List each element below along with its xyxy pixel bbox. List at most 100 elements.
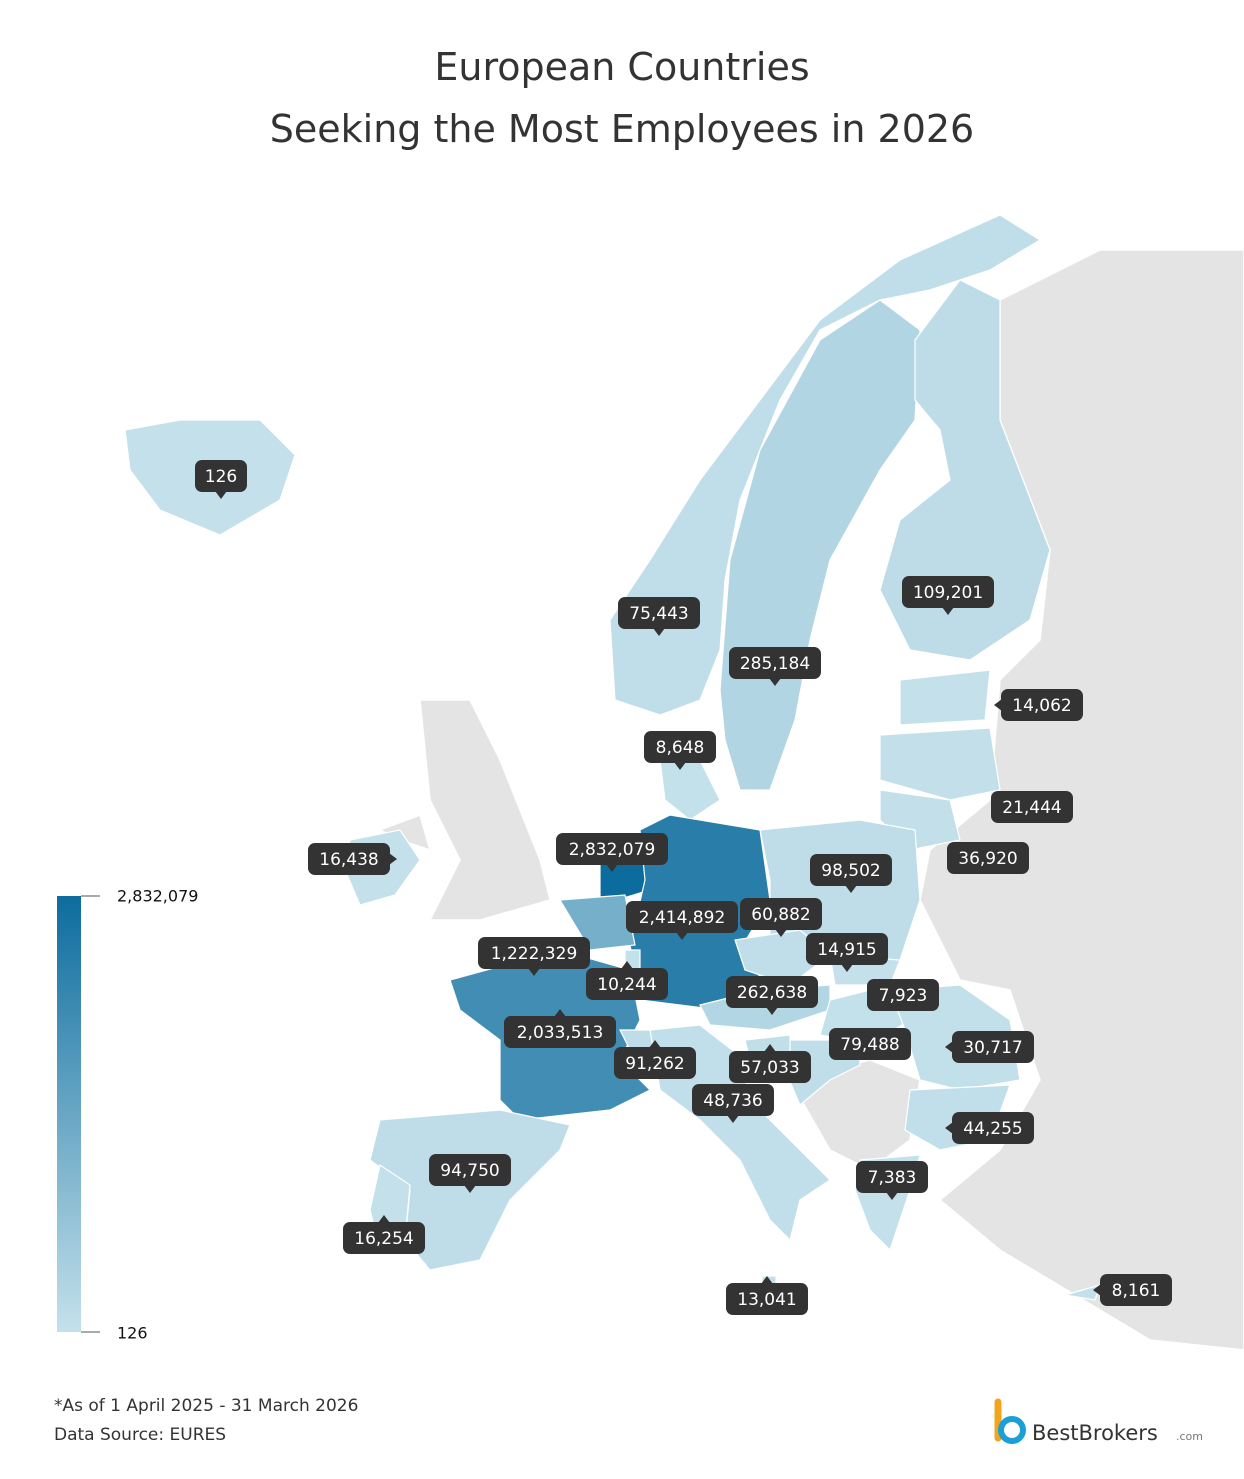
footnote: *As of 1 April 2025 - 31 March 2026 [54,1396,358,1416]
label-text: 30,717 [963,1038,1022,1058]
pointer [769,678,781,686]
label-text: 10,244 [597,975,656,995]
value-label: 79,488 [829,1028,911,1060]
value-label: 2,033,513 [504,1009,616,1048]
pointer [942,607,954,615]
label-box [726,976,818,1008]
label-text: 60,882 [751,905,810,925]
value-label: 2,832,079 [556,833,668,872]
legend-max: 2,832,079 [117,887,198,906]
value-label: 91,262 [614,1040,696,1079]
value-label: 8,648 [644,731,716,770]
label-text: 2,832,079 [569,840,656,860]
label-box [856,1161,928,1193]
brand-suffix: .com [1176,1430,1203,1443]
country [659,759,721,821]
value-label: 1,222,329 [478,937,590,976]
brand-logo [994,1398,1026,1444]
label-box [902,576,994,608]
pointer [378,1215,390,1223]
label-text: 79,488 [840,1035,899,1055]
pointer [674,762,686,770]
label-text: 13,041 [737,1290,796,1310]
label-text: 7,923 [879,986,928,1006]
label-box [729,647,821,679]
label-box [829,1028,911,1060]
label-text: 285,184 [740,654,810,674]
pointer [945,1041,953,1053]
label-box [729,1051,811,1083]
value-label: 98,502 [810,854,892,893]
value-label: 36,920 [947,842,1029,874]
label-text: 16,438 [319,850,378,870]
label-text: 94,750 [440,1161,499,1181]
value-label: 2,414,892 [626,901,738,940]
label-box [692,1084,774,1116]
label-box [429,1154,511,1186]
value-label: 8,161 [1093,1274,1172,1306]
pointer [845,885,857,893]
country [879,279,1051,661]
label-text: 57,033 [740,1058,799,1078]
label-box [952,1112,1034,1144]
value-label: 30,717 [945,1031,1034,1063]
value-label: 7,923 [867,979,939,1011]
pointer [727,1115,739,1123]
label-box [586,968,668,1000]
label-text: 8,648 [656,738,705,758]
value-label: 21,444 [991,791,1073,823]
label-box [726,1283,808,1315]
label-text: 91,262 [625,1054,684,1074]
label-text: 48,736 [703,1091,762,1111]
country [719,299,921,791]
label-text: 109,201 [913,583,983,603]
pointer [389,853,397,865]
value-label: 126 [195,460,247,499]
label-box [806,933,888,965]
label-text: 36,920 [958,849,1017,869]
value-label: 109,201 [902,576,994,615]
value-label: 60,882 [740,898,822,937]
label-box [308,843,390,875]
source: Data Source: EURES [54,1425,226,1445]
label-box [195,460,247,492]
label-text: 8,161 [1112,1281,1161,1301]
value-label: 16,254 [343,1215,425,1254]
value-label: 285,184 [729,647,821,686]
label-box [644,731,716,763]
label-text: 7,383 [868,1168,917,1188]
label-box [952,1031,1034,1063]
label-box [991,791,1073,823]
pointer [761,1276,773,1284]
value-label: 75,443 [618,597,700,636]
country [879,727,1001,801]
label-box [1100,1274,1172,1306]
title: European Countries [434,45,809,89]
brand-name: BestBrokers [1032,1421,1158,1445]
pointer [215,491,227,499]
pointer [886,1192,898,1200]
label-text: 98,502 [821,861,880,881]
label-text: 14,062 [1012,696,1071,716]
pointer [775,929,787,937]
label-text: 44,255 [963,1119,1022,1139]
label-text: 2,033,513 [517,1023,604,1043]
pointer [528,968,540,976]
label-text: 16,254 [354,1229,413,1249]
pointer [464,1185,476,1193]
pointer [676,932,688,940]
label-text: 14,915 [817,940,876,960]
label-box [504,1016,616,1048]
background-land [378,249,1244,1351]
pointer [653,628,665,636]
label-text: 75,443 [629,604,688,624]
value-label: 94,750 [429,1154,511,1193]
labels: 126 75,443 285,184 109,201 14,062 8,648 21,444… [195,460,1172,1315]
label-box [556,833,668,865]
value-label: 44,255 [945,1112,1034,1144]
pointer [554,1009,566,1017]
label-box [947,842,1029,874]
label-box [343,1222,425,1254]
value-label: 57,033 [729,1044,811,1083]
label-text: 2,414,892 [639,908,726,928]
